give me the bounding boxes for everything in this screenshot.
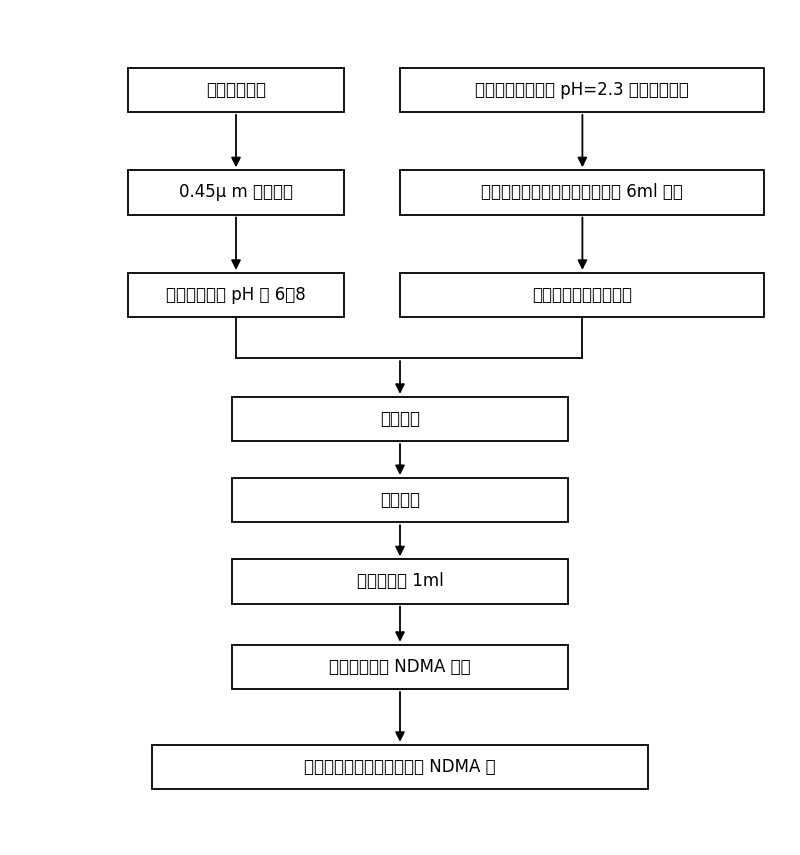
- Bar: [128, 170, 344, 215]
- Text: 洗脱水样: 洗脱水样: [380, 491, 420, 510]
- Bar: [400, 273, 765, 317]
- Text: 萃取小柱接入萃取装置: 萃取小柱接入萃取装置: [533, 286, 632, 304]
- Text: 分析浓缩水样 NDMA 浓度: 分析浓缩水样 NDMA 浓度: [329, 657, 471, 676]
- Text: 0.45μ m 滤膜过滤: 0.45μ m 滤膜过滤: [179, 183, 293, 202]
- Bar: [232, 645, 568, 689]
- Bar: [128, 273, 344, 317]
- Text: 酸化过的木质粉末活性炭装填至 6ml 小柱: 酸化过的木质粉末活性炭装填至 6ml 小柱: [482, 183, 683, 202]
- Text: 用酸或碱调节 pH 到 6～8: 用酸或碱调节 pH 到 6～8: [166, 286, 306, 304]
- Text: 木质粉末活性炭用 pH=2.3 的酸性水酸化: 木质粉末活性炭用 pH=2.3 的酸性水酸化: [475, 80, 690, 99]
- Bar: [128, 68, 344, 112]
- Bar: [232, 478, 568, 522]
- Bar: [232, 397, 568, 441]
- Text: 浓缩水样至 1ml: 浓缩水样至 1ml: [357, 572, 443, 591]
- Text: 过滤水样: 过滤水样: [380, 410, 420, 428]
- Bar: [400, 170, 765, 215]
- Bar: [152, 745, 648, 789]
- Text: 除以浓缩倍数，计算原水样 NDMA 值: 除以浓缩倍数，计算原水样 NDMA 值: [304, 758, 496, 776]
- Bar: [232, 559, 568, 604]
- Bar: [400, 68, 765, 112]
- Text: 环境样品取样: 环境样品取样: [206, 80, 266, 99]
